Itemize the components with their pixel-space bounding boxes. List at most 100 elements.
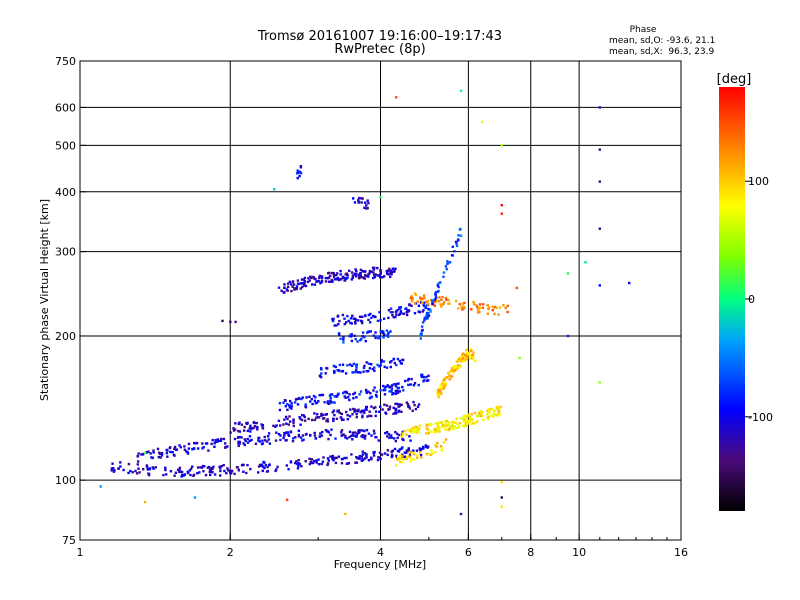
data-point	[299, 423, 302, 426]
data-point	[237, 442, 240, 445]
data-point	[375, 390, 378, 393]
data-point	[476, 414, 479, 418]
data-point	[261, 469, 265, 472]
data-point	[311, 275, 315, 279]
data-point	[424, 444, 427, 447]
data-point	[110, 469, 113, 472]
data-point	[407, 405, 410, 408]
data-point	[154, 466, 157, 469]
data-point	[302, 414, 305, 417]
data-point	[413, 302, 417, 305]
data-point	[383, 365, 386, 369]
data-point	[296, 462, 299, 466]
data-point	[178, 466, 182, 470]
data-point	[303, 276, 307, 280]
data-point	[420, 375, 424, 379]
data-point	[138, 471, 141, 474]
data-point	[274, 439, 278, 442]
data-point	[274, 469, 277, 473]
data-point	[374, 315, 377, 319]
data-point	[373, 432, 376, 435]
data-point	[371, 266, 375, 269]
data-point	[410, 457, 413, 461]
data-point	[476, 307, 480, 310]
data-point	[370, 316, 373, 320]
data-point	[481, 306, 484, 309]
data-point	[399, 306, 402, 310]
data-point	[434, 444, 437, 447]
data-point	[386, 453, 389, 456]
data-point	[275, 431, 278, 434]
data-point	[243, 438, 246, 441]
data-point	[448, 261, 452, 264]
data-point	[122, 468, 125, 472]
data-point	[374, 410, 378, 413]
data-point	[331, 280, 334, 283]
data-point	[452, 371, 455, 374]
data-point	[346, 314, 349, 318]
data-point	[348, 435, 351, 439]
data-point	[266, 435, 270, 438]
data-point	[455, 244, 459, 248]
data-point	[413, 403, 416, 407]
data-point	[313, 412, 316, 415]
data-point	[499, 405, 502, 408]
data-point	[422, 294, 426, 297]
axis-ticks: 1 2 4 6 8 10 16 75 100 200 300 400 500 600 750	[55, 55, 688, 559]
data-point	[384, 432, 387, 435]
data-point	[320, 368, 323, 371]
data-point	[192, 473, 196, 476]
data-point	[219, 474, 222, 477]
data-point	[368, 397, 372, 400]
data-point	[340, 412, 343, 416]
data-point	[480, 411, 483, 415]
data-point	[335, 395, 338, 398]
data-point	[331, 401, 334, 404]
data-point	[364, 270, 367, 273]
data-point	[598, 180, 601, 183]
data-point	[436, 424, 440, 428]
data-point	[249, 426, 252, 429]
data-point	[368, 410, 371, 413]
data-point	[376, 266, 379, 270]
data-point	[392, 316, 395, 319]
colorbar-tick-label: -100	[748, 411, 773, 424]
data-point	[440, 298, 443, 302]
data-point	[348, 430, 352, 433]
chart-subtitle: RwPretec (8p)	[334, 42, 425, 57]
data-point	[320, 276, 324, 280]
data-point	[370, 405, 373, 408]
data-point	[334, 456, 337, 459]
data-point	[283, 283, 286, 286]
data-point	[453, 425, 456, 428]
colorbar-ticks: 100 0 -100	[745, 175, 773, 424]
data-point	[256, 428, 259, 431]
data-point	[243, 443, 246, 447]
data-point	[216, 440, 219, 443]
data-point	[283, 431, 286, 435]
data-point	[415, 431, 419, 434]
data-point	[445, 298, 448, 301]
data-point	[333, 395, 336, 398]
data-point	[467, 419, 470, 423]
data-point	[127, 471, 130, 475]
data-point	[398, 448, 401, 451]
data-point	[373, 366, 376, 369]
data-point	[289, 461, 293, 464]
data-point	[412, 449, 415, 452]
data-point	[182, 474, 185, 477]
data-point	[429, 310, 432, 313]
data-point	[262, 460, 265, 464]
data-point	[369, 330, 372, 333]
data-point	[224, 442, 227, 445]
data-point	[413, 452, 416, 455]
data-point	[179, 446, 182, 449]
data-point	[394, 267, 397, 270]
data-point	[362, 366, 366, 370]
data-point	[396, 389, 399, 392]
data-point	[481, 120, 484, 123]
data-point	[335, 324, 338, 327]
data-point	[303, 280, 306, 283]
data-point	[405, 433, 408, 436]
data-point	[404, 307, 407, 310]
